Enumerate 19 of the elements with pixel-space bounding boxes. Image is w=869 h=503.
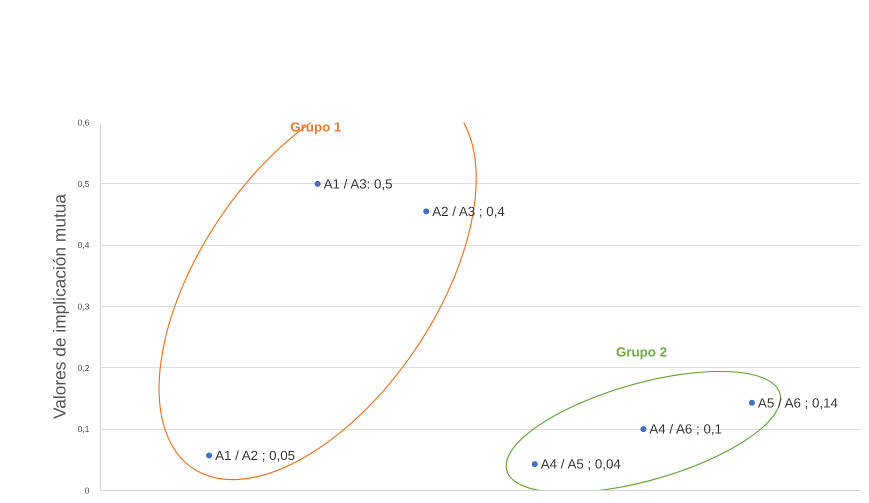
data-label: A4 / A6 ; 0,1 [649, 422, 722, 437]
point [640, 426, 646, 432]
y-tick-label: 0,5 [77, 178, 90, 189]
y-tick-label: 0,4 [77, 240, 90, 250]
data-label: A1 / A2 ; 0,05 [215, 448, 296, 464]
y-tick-label: 0,1 [77, 424, 90, 434]
point [748, 400, 755, 406]
y-axis-title: Valores de implicación mutua [49, 194, 70, 420]
y-tick-label: 0,2 [77, 362, 90, 373]
point [314, 180, 321, 187]
y-tick-label: 0,6 [77, 118, 90, 128]
point [206, 452, 212, 459]
y-tick-label: 0 [84, 486, 90, 496]
annotation: Grupo 2 [616, 344, 668, 360]
data-label: A1 / A3: 0,5 [324, 176, 393, 192]
point [532, 461, 538, 468]
point [423, 208, 430, 214]
data-label: A4 / A5 ; 0,04 [540, 456, 622, 472]
y-tick-label: 0,3 [77, 302, 90, 312]
